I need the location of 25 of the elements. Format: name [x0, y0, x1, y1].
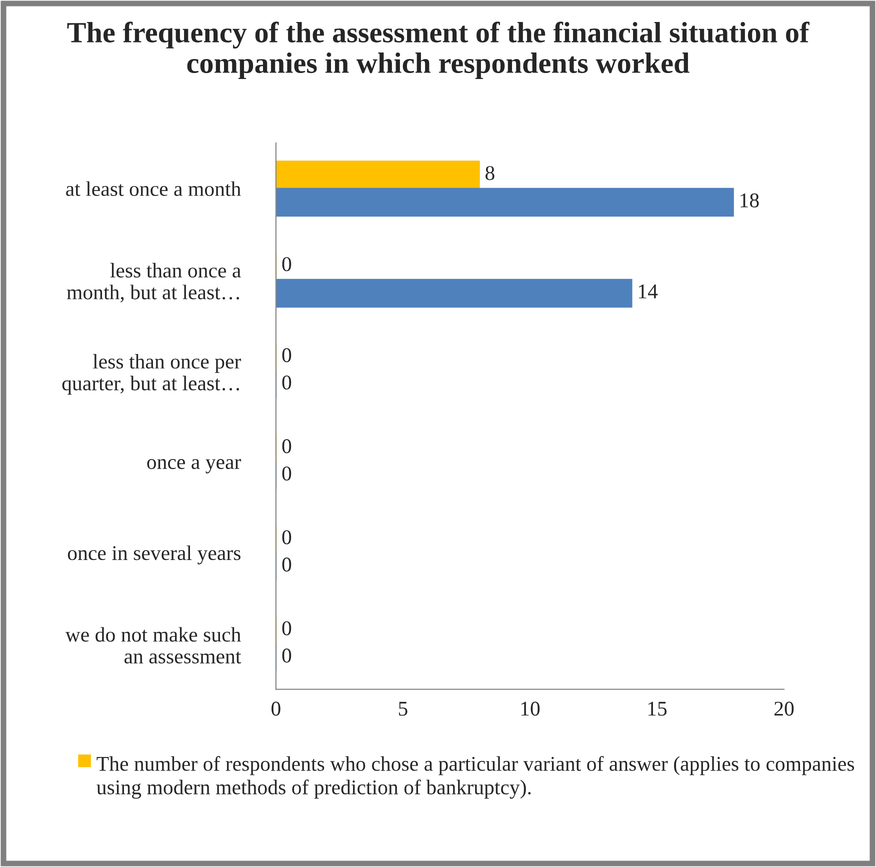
y-tick-label: at least once a month [66, 181, 241, 196]
data-label: 0 [282, 558, 292, 572]
data-label: 0 [282, 466, 292, 481]
x-tick-label: 5 [398, 702, 408, 716]
data-label: 14 [638, 284, 658, 298]
y-tick-label: once a year [147, 459, 242, 474]
x-tick-label: 10 [521, 702, 540, 716]
y-tick-label: less than once per quarter, but at least… [62, 354, 242, 395]
chart-title: The frequency of the assessment of the financial situation of companies in which respondents worked [67, 22, 810, 79]
data-label: 0 [282, 375, 292, 390]
data-label: 0 [282, 348, 292, 362]
x-tick-label: 0 [272, 702, 280, 716]
data-label: 0 [282, 621, 292, 636]
data-label: 18 [740, 193, 759, 208]
y-tick-label: once in several years [68, 545, 240, 564]
legend-label: The number of respondents who chose a particular variant of answer (applies to companies using modern methods of prediction of bankruptcy). [96, 756, 854, 799]
x-tick-label: 20 [774, 702, 794, 716]
data-label: 8 [486, 166, 494, 180]
data-label: 0 [282, 439, 292, 454]
x-tick-label: 15 [648, 702, 667, 716]
data-label: 0 [282, 257, 292, 272]
data-label: 0 [282, 648, 292, 663]
y-tick-label: less than once a month, but at least… [66, 262, 241, 302]
data-label: 0 [282, 530, 292, 544]
y-tick-label: we do not make such an assessment [65, 627, 242, 664]
